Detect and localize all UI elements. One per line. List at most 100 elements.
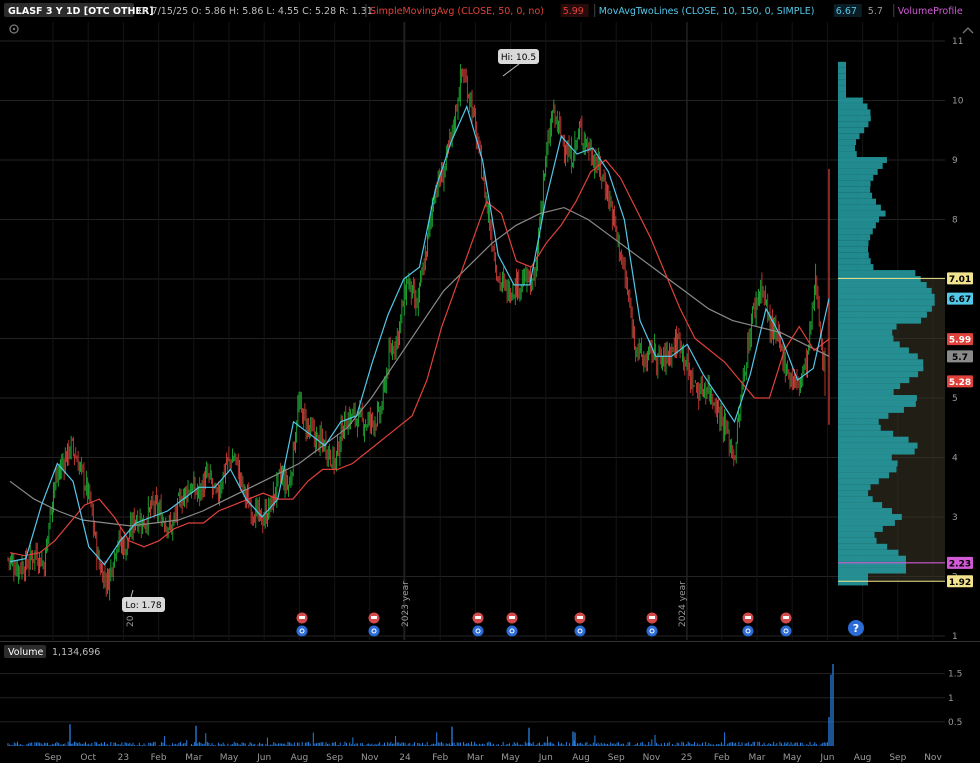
time-tick-label: Sep [45, 753, 62, 763]
volume-profile-bar [838, 139, 857, 146]
volume-profile-bar [838, 216, 879, 223]
time-tick-label: Sep [608, 753, 625, 763]
price-tick-label: 8 [952, 216, 958, 226]
volume-tick-label: 0.5 [948, 718, 962, 728]
volume-profile-bar [838, 430, 894, 437]
price-tag-bg [947, 375, 973, 388]
volume-profile-bar [838, 466, 897, 473]
volume-profile-bar [838, 317, 922, 324]
earnings-phone-icon[interactable] [472, 612, 484, 624]
price-tick-label: 4 [952, 454, 958, 464]
dividend-icon[interactable] [742, 625, 754, 637]
volume-profile-bar [838, 514, 902, 520]
ohlc-readout: D: 7/15/25 O: 5.86 H: 5.86 L: 4.55 C: 5.… [138, 6, 373, 17]
volume-profile-bar [838, 115, 871, 122]
dividend-icon[interactable] [574, 625, 586, 637]
earnings-phone-icon[interactable] [742, 612, 754, 624]
volume-profile-bar [838, 109, 871, 116]
study-label[interactable]: MovAvgTwoLines (CLOSE, 10, 150, 0, SIMPL… [599, 6, 815, 17]
price-tag-bg [947, 333, 973, 346]
volume-profile-bar [838, 341, 900, 348]
volume-profile-bar [838, 508, 892, 515]
dividend-icon[interactable] [296, 625, 308, 637]
volume-profile-bar [838, 579, 868, 586]
study-value-secondary: 5.7 [868, 6, 883, 17]
volume-title[interactable]: Volume [8, 647, 43, 658]
volume-profile-bar [838, 490, 869, 497]
panel-divider[interactable] [0, 641, 980, 642]
event-markers[interactable] [296, 612, 792, 637]
time-axis[interactable]: Sep Oct 23 Feb Mar May Jun Aug Sep Nov 24 Feb Mar May… [45, 753, 943, 763]
volume-profile-bar [838, 347, 909, 354]
earnings-phone-icon[interactable] [506, 612, 518, 624]
earnings-phone-icon[interactable] [574, 612, 586, 624]
volume-profile-bar [838, 567, 906, 574]
time-tick-label: Feb [151, 753, 167, 763]
year-label-start: 20 [126, 615, 136, 627]
help-icon[interactable]: ? [848, 620, 864, 636]
volume-profile-bar [838, 460, 898, 467]
study-label[interactable]: SimpleMovingAvg (CLOSE, 50, 0, no) [370, 6, 544, 17]
earnings-phone-icon[interactable] [296, 612, 308, 624]
volume-profile-bar [838, 531, 875, 538]
price-tag: 1.92 [949, 578, 971, 588]
dividend-icon[interactable] [646, 625, 658, 637]
dividend-icon[interactable] [780, 625, 792, 637]
volume-profile-bar [838, 412, 889, 419]
earnings-phone-icon[interactable] [368, 612, 380, 624]
price-tag-bg [947, 272, 973, 285]
volume-profile-bar [838, 484, 871, 491]
volume-profile-bar [838, 73, 846, 80]
volume-profile-bar [838, 496, 873, 503]
volume-profile-bar [838, 472, 890, 479]
volume-profile-bar [838, 293, 935, 300]
time-tick-label: Nov [924, 753, 942, 763]
price-tag: 5.28 [949, 378, 971, 388]
time-tick-label: Feb [714, 753, 730, 763]
volume-profile-bar [838, 287, 932, 294]
price-tick-label: 11 [952, 37, 963, 47]
volume-profile-bar [838, 162, 883, 169]
volume-profile-bar [838, 234, 871, 241]
earnings-phone-icon[interactable] [780, 612, 792, 624]
volume-profile-bar [838, 543, 888, 550]
year-label-2023: 2023 year [401, 581, 411, 627]
volume-profile-bar [838, 311, 927, 318]
volume-profile-bar [838, 400, 916, 407]
dividend-icon[interactable] [472, 625, 484, 637]
dividend-icon[interactable] [368, 625, 380, 637]
volume-profile-bar [838, 555, 906, 562]
volume-profile-bar [838, 168, 878, 175]
volume-profile-bar [838, 180, 871, 187]
study-labels[interactable]: SimpleMovingAvg (CLOSE, 50, 0, no) 5.99 Mo… [365, 4, 963, 17]
volume-value: 1,134,696 [52, 647, 100, 658]
price-tag: 5.7 [952, 353, 968, 363]
volume-axis[interactable]: 0.5 1 1.5 [948, 670, 962, 728]
collapse-icon[interactable] [962, 27, 974, 34]
volume-profile-bar [838, 97, 863, 104]
volume-profile-bar [838, 222, 876, 229]
time-tick-label: Aug [291, 753, 309, 763]
price-tick-label: 10 [952, 97, 964, 107]
volume-profile-bar [838, 436, 909, 443]
study-label[interactable]: VolumeProfile [898, 6, 963, 17]
earnings-phone-icon[interactable] [646, 612, 658, 624]
volume-profile-bar [838, 91, 846, 98]
volume-profile-bar [838, 448, 915, 455]
volume-profile-bar [838, 85, 846, 92]
time-tick-label: Nov [643, 753, 661, 763]
settings-icon[interactable] [9, 24, 19, 34]
volume-profile-bar [838, 186, 871, 193]
volume-title-bg [4, 645, 46, 658]
time-tick-label: Oct [80, 753, 96, 763]
volume-profile-bar [838, 424, 881, 431]
symbol-label[interactable]: GLASF 3 Y 1D [OTC OTHER] [8, 6, 154, 17]
time-tick-label: 25 [681, 753, 692, 763]
volume-profile-bar [838, 258, 871, 265]
price-tag: 5.99 [949, 336, 971, 346]
volume-profile-bar [838, 525, 883, 532]
volume-profile-bar [838, 270, 916, 277]
time-tick-label: Mar [749, 753, 766, 763]
dividend-icon[interactable] [506, 625, 518, 637]
